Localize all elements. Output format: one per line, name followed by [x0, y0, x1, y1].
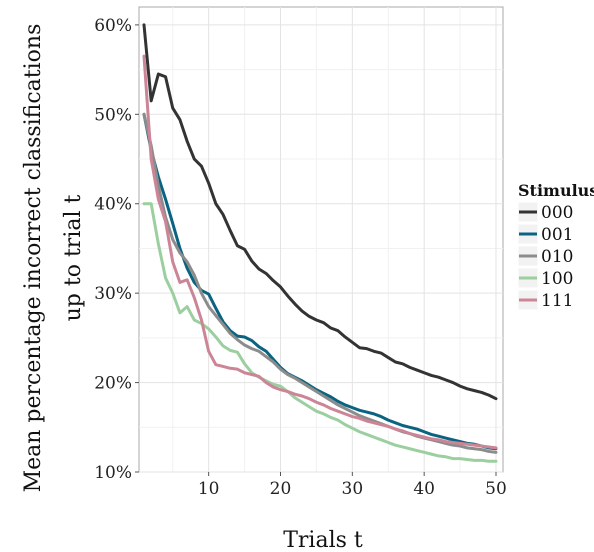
series-line-000 — [142, 23, 498, 401]
x-axis: 10 20 30 40 50 — [198, 472, 507, 499]
legend-label: 010 — [541, 247, 573, 267]
legend-label: 001 — [541, 225, 573, 245]
y-tick-label: 10% — [94, 463, 132, 483]
y-tick-label: 40% — [94, 195, 132, 215]
y-tick-label: 60% — [94, 16, 132, 36]
legend-label: 100 — [541, 269, 573, 289]
x-tick-label: 10 — [198, 479, 220, 499]
legend-item-100: 100 — [517, 267, 573, 289]
legend-item-001: 001 — [517, 223, 573, 245]
legend-item-000: 000 — [517, 201, 573, 223]
series-line-001 — [142, 112, 498, 451]
y-axis-title-line-2: up to trial t — [61, 194, 86, 321]
y-axis-title-line-1: Mean percentage incorrect classification… — [21, 24, 46, 493]
x-tick-label: 40 — [413, 479, 435, 499]
x-tick-label: 30 — [342, 479, 364, 499]
x-axis-title: Trials t — [283, 528, 363, 552]
x-tick-label: 50 — [485, 479, 507, 499]
x-tick-label: 20 — [270, 479, 292, 499]
y-axis-title: Mean percentage incorrect classification… — [21, 24, 86, 493]
y-tick-label: 30% — [94, 284, 132, 304]
legend-item-010: 010 — [517, 245, 573, 267]
y-axis: 10% 20% 30% 40% 50% 60% — [94, 16, 139, 483]
series-line-010 — [142, 112, 498, 454]
y-tick-label: 20% — [94, 374, 132, 394]
y-tick-label: 50% — [94, 105, 132, 125]
legend-title: Stimulus — [518, 181, 594, 200]
legend-label: 111 — [541, 291, 573, 311]
series-line-111 — [142, 54, 498, 450]
legend-item-111: 111 — [517, 289, 573, 311]
legend-label: 000 — [541, 203, 573, 223]
series-lines — [142, 23, 498, 463]
plot-panel — [138, 6, 504, 473]
